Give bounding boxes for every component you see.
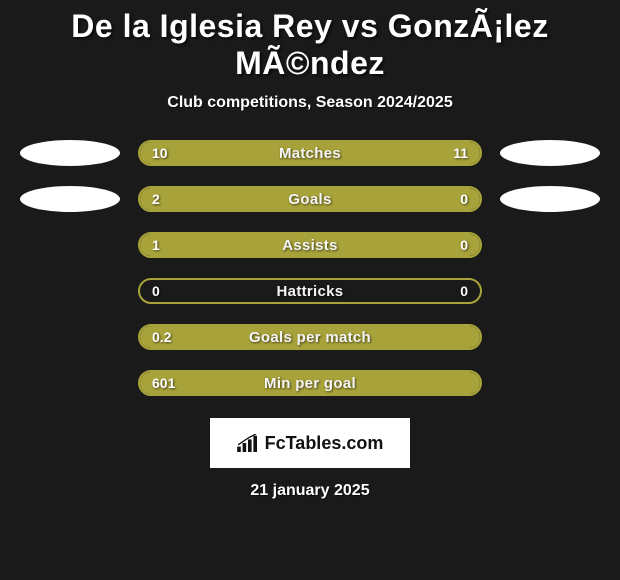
player-shape-left xyxy=(20,186,120,212)
stat-bar: 0.2Goals per match xyxy=(138,324,482,350)
stat-bar: 20Goals xyxy=(138,186,482,212)
stat-row: 10Assists xyxy=(10,232,610,258)
player-shape-right xyxy=(500,186,600,212)
date-text: 21 january 2025 xyxy=(250,482,369,500)
brand-box: FcTables.com xyxy=(210,418,410,468)
page-title: De la Iglesia Rey vs GonzÃ¡lez MÃ©ndez xyxy=(0,8,620,82)
brand-text: FcTables.com xyxy=(265,433,384,454)
subtitle: Club competitions, Season 2024/2025 xyxy=(167,94,452,112)
stat-label: Assists xyxy=(140,234,480,256)
stat-row: 20Goals xyxy=(10,186,610,212)
stat-label: Min per goal xyxy=(140,372,480,394)
stat-label: Goals per match xyxy=(140,326,480,348)
stat-label: Matches xyxy=(140,142,480,164)
stat-bar: 10Assists xyxy=(138,232,482,258)
stat-bar: 1011Matches xyxy=(138,140,482,166)
stat-label: Goals xyxy=(140,188,480,210)
chart-trend-icon xyxy=(237,434,259,452)
player-shape-left xyxy=(20,140,120,166)
stat-row: 00Hattricks xyxy=(10,278,610,304)
player-shape-right xyxy=(500,140,600,166)
stat-rows: 1011Matches 20Goals 10Assists 00Hattricks 0.… xyxy=(0,140,620,396)
stat-row: 0.2Goals per match xyxy=(10,324,610,350)
stat-row: 601Min per goal xyxy=(10,370,610,396)
stat-bar: 601Min per goal xyxy=(138,370,482,396)
stat-bar: 00Hattricks xyxy=(138,278,482,304)
comparison-infographic: De la Iglesia Rey vs GonzÃ¡lez MÃ©ndez C… xyxy=(0,0,620,580)
stat-label: Hattricks xyxy=(140,280,480,302)
stat-row: 1011Matches xyxy=(10,140,610,166)
